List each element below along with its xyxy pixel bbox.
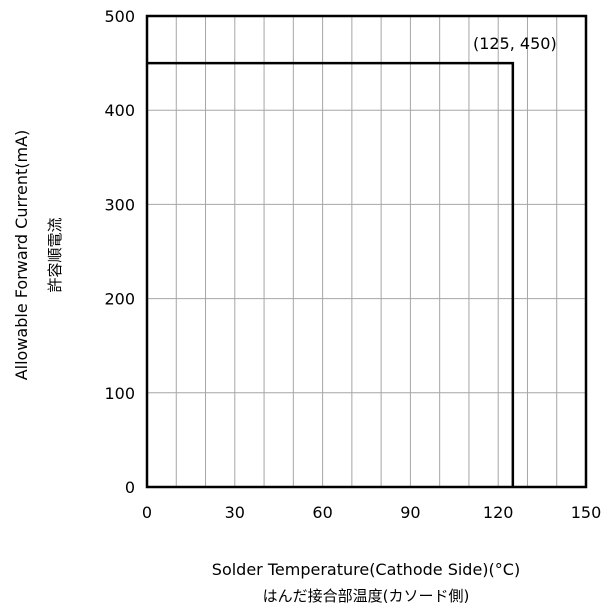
x-tick-label: 0 [142, 503, 152, 522]
y-tick-labels: 0 100 200 300 400 500 [104, 7, 135, 497]
x-tick-label: 120 [483, 503, 514, 522]
y-axis-sublabel: 許容順電流 [46, 217, 64, 292]
x-tick-labels: 0 30 60 90 120 150 [142, 503, 601, 522]
y-tick-label: 300 [104, 195, 135, 214]
series-layer [147, 61, 515, 487]
derating-curve [147, 61, 515, 487]
x-axis-label: Solder Temperature(Cathode Side)(°C) [212, 560, 520, 579]
x-tick-label: 150 [571, 503, 602, 522]
x-tick-label: 90 [400, 503, 420, 522]
y-tick-label: 500 [104, 7, 135, 26]
x-tick-label: 60 [312, 503, 332, 522]
y-tick-label: 100 [104, 384, 135, 403]
x-tick-label: 30 [225, 503, 245, 522]
plot-frame [145, 14, 588, 489]
point-annotation: (125, 450) [473, 34, 557, 53]
y-axis-label: Allowable Forward Current(mA) [12, 130, 31, 381]
annotations: (125, 450) [473, 34, 557, 53]
y-tick-label: 200 [104, 290, 135, 309]
x-axis-sublabel: はんだ接合部温度(カソード側) [263, 587, 470, 605]
y-tick-label: 400 [104, 101, 135, 120]
grid-lines [147, 16, 586, 487]
y-tick-label: 0 [125, 478, 135, 497]
